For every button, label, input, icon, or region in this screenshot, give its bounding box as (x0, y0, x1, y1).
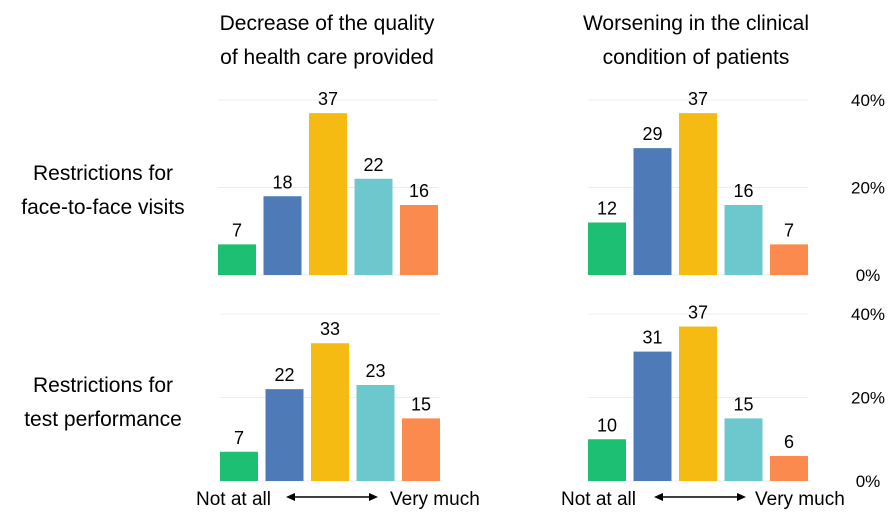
chart-panels: 7 18 37 22 16 12 29 37 16 7 0% 20% 40% 7 22 33 23 15 10 31 3… (218, 89, 885, 491)
scale-arrowhead-left-start (286, 493, 295, 501)
bar-value-label: 22 (274, 365, 294, 385)
column-title-quality-line-1: Decrease of the quality (220, 12, 435, 35)
bar (770, 455, 808, 481)
y-tick-label: 20% (851, 389, 885, 408)
bar-value-label: 23 (365, 361, 385, 381)
bar (356, 384, 395, 481)
bar (354, 178, 393, 275)
scale-arrowhead-right-end (737, 493, 746, 501)
bar (311, 343, 349, 481)
bar-value-label: 22 (363, 155, 383, 175)
scale-arrowhead-right-start (654, 493, 663, 501)
bar (265, 389, 304, 481)
row-label-tests-line-2: test performance (24, 408, 182, 431)
row-label-visits-line-1: Restrictions for (33, 162, 173, 185)
bar-value-label: 10 (597, 415, 617, 435)
bar (588, 439, 626, 481)
bar-value-label: 33 (320, 319, 340, 339)
bar-value-label: 16 (409, 181, 429, 201)
y-tick-label: 40% (851, 91, 885, 110)
bar (679, 113, 717, 275)
column-title-clinical-line-1: Worsening in the clinical (583, 12, 809, 35)
column-title-quality-line-2: of health care provided (220, 46, 434, 69)
bar (724, 205, 763, 275)
bar-value-label: 15 (411, 394, 431, 414)
bar (309, 113, 347, 275)
bar (724, 418, 763, 481)
y-tick-label: 40% (851, 305, 885, 324)
bar-value-label: 37 (688, 89, 708, 109)
bar-value-label: 7 (232, 220, 242, 240)
bar-value-label: 16 (733, 181, 753, 201)
column-title-clinical-line-2: condition of patients (603, 46, 790, 69)
y-tick-label: 0% (856, 266, 881, 285)
bar (633, 351, 672, 481)
bar-value-label: 6 (784, 432, 794, 452)
y-tick-label: 20% (851, 179, 885, 198)
y-tick-label: 0% (856, 472, 881, 491)
bar (588, 222, 626, 275)
bar (679, 326, 717, 481)
bar-value-label: 37 (318, 89, 338, 109)
bar (218, 244, 256, 275)
bar (263, 196, 302, 275)
row-label-tests-line-1: Restrictions for (33, 374, 173, 397)
bar-value-label: 18 (272, 172, 292, 192)
bar (402, 418, 440, 481)
row-label-visits-line-2: face-to-face visits (21, 196, 184, 219)
scale-high-label-right: Very much (755, 489, 845, 510)
scale-low-label-right: Not at all (561, 489, 636, 510)
bar-value-label: 31 (642, 328, 662, 348)
scale-low-label-left: Not at all (196, 489, 271, 510)
bar (770, 244, 808, 275)
bar-value-label: 7 (784, 220, 794, 240)
scale-high-label-left: Very much (390, 489, 480, 510)
scale-arrowhead-left-end (369, 493, 378, 501)
bar-value-label: 29 (642, 124, 662, 144)
bar-value-label: 15 (733, 394, 753, 414)
bar (220, 451, 258, 481)
bar-value-label: 7 (234, 428, 244, 448)
bar (633, 148, 672, 275)
bar-value-label: 12 (597, 199, 617, 219)
bar-value-label: 37 (688, 303, 708, 323)
bar (400, 205, 438, 275)
